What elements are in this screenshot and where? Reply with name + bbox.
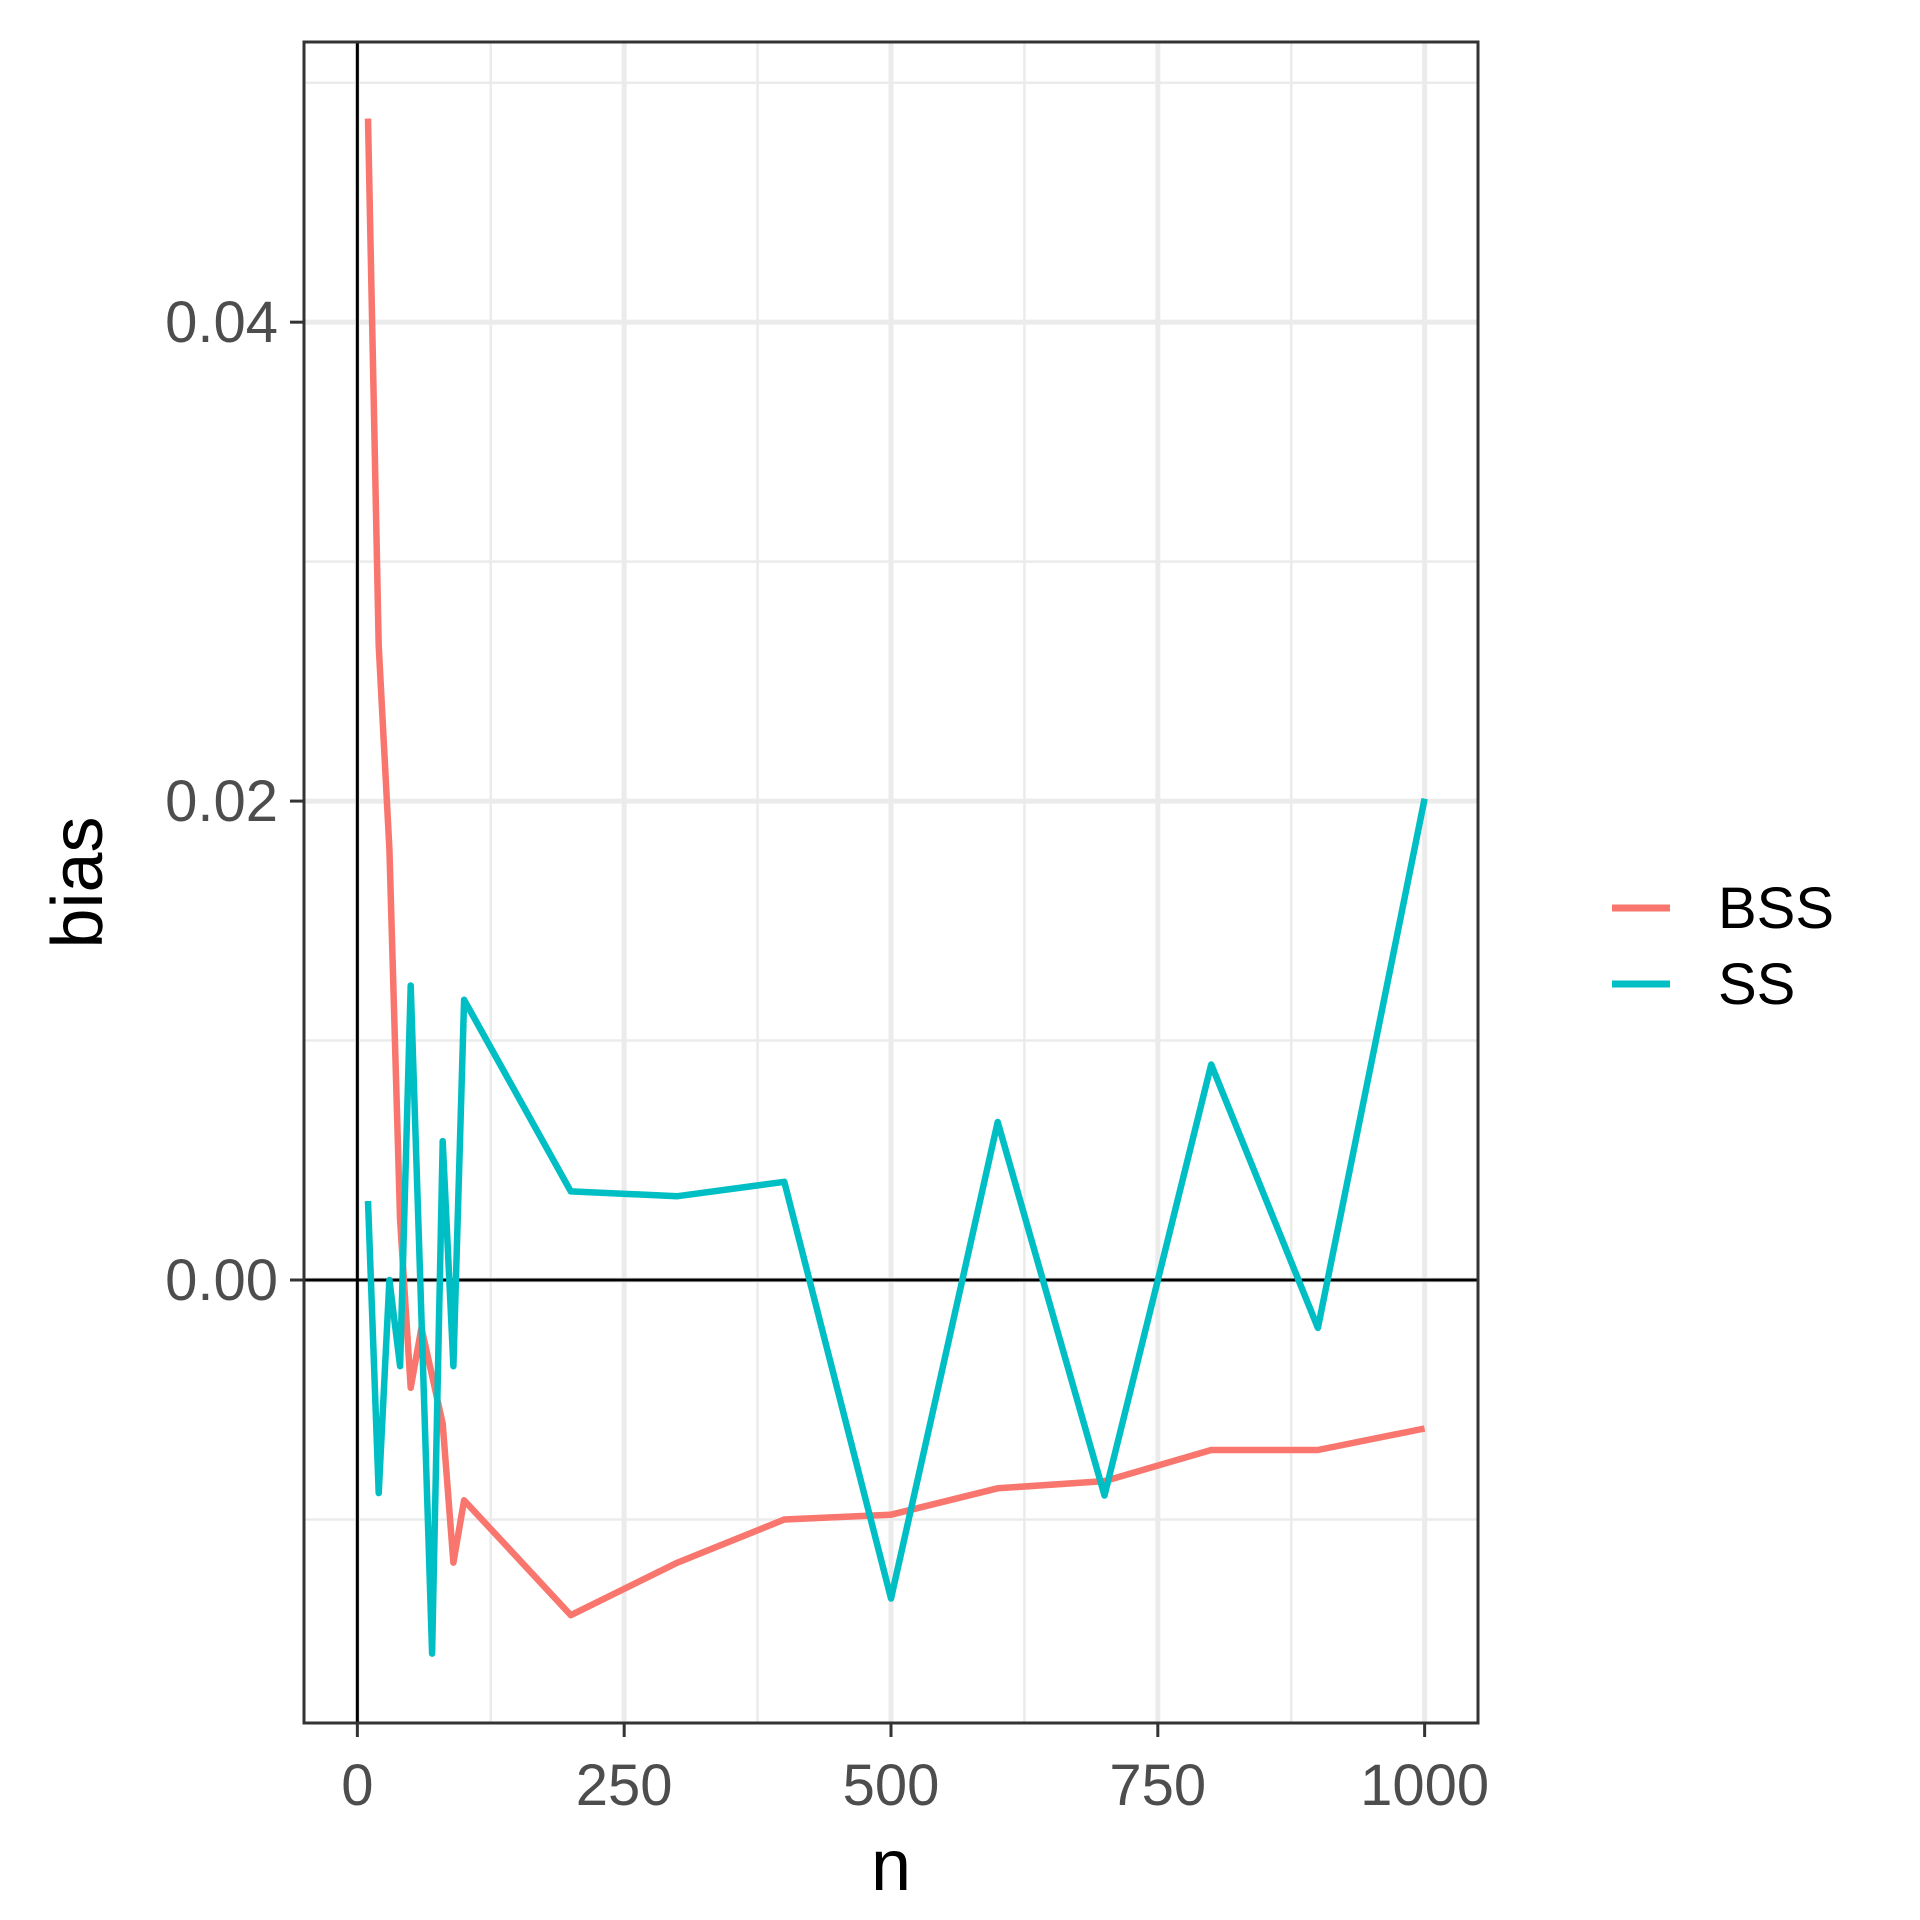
series-line-bss [364,118,1426,1619]
legend: BSS SS [1612,876,1834,1017]
x-tick-label: 750 [1109,1753,1206,1818]
reference-lines [304,42,1478,1723]
x-axis-title: n [871,1826,911,1906]
major-gridlines [304,42,1478,1723]
x-axis-ticks: 0 250 500 750 1000 [341,1723,1489,1818]
y-tick-label: 0.04 [165,290,278,355]
y-axis-ticks: 0.00 0.02 0.04 [165,290,304,1313]
x-tick-label: 250 [576,1753,673,1818]
series-line-ss [364,798,1428,1657]
x-tick-label: 0 [341,1753,373,1818]
y-tick-label: 0.02 [165,769,278,834]
y-tick-label: 0.00 [165,1248,278,1313]
series-lines [364,118,1428,1657]
y-axis-title: bias [38,816,118,948]
x-tick-label: 500 [843,1753,940,1818]
legend-label-bss: BSS [1718,876,1834,941]
legend-label-ss: SS [1718,952,1795,1017]
x-tick-label: 1000 [1360,1753,1489,1818]
